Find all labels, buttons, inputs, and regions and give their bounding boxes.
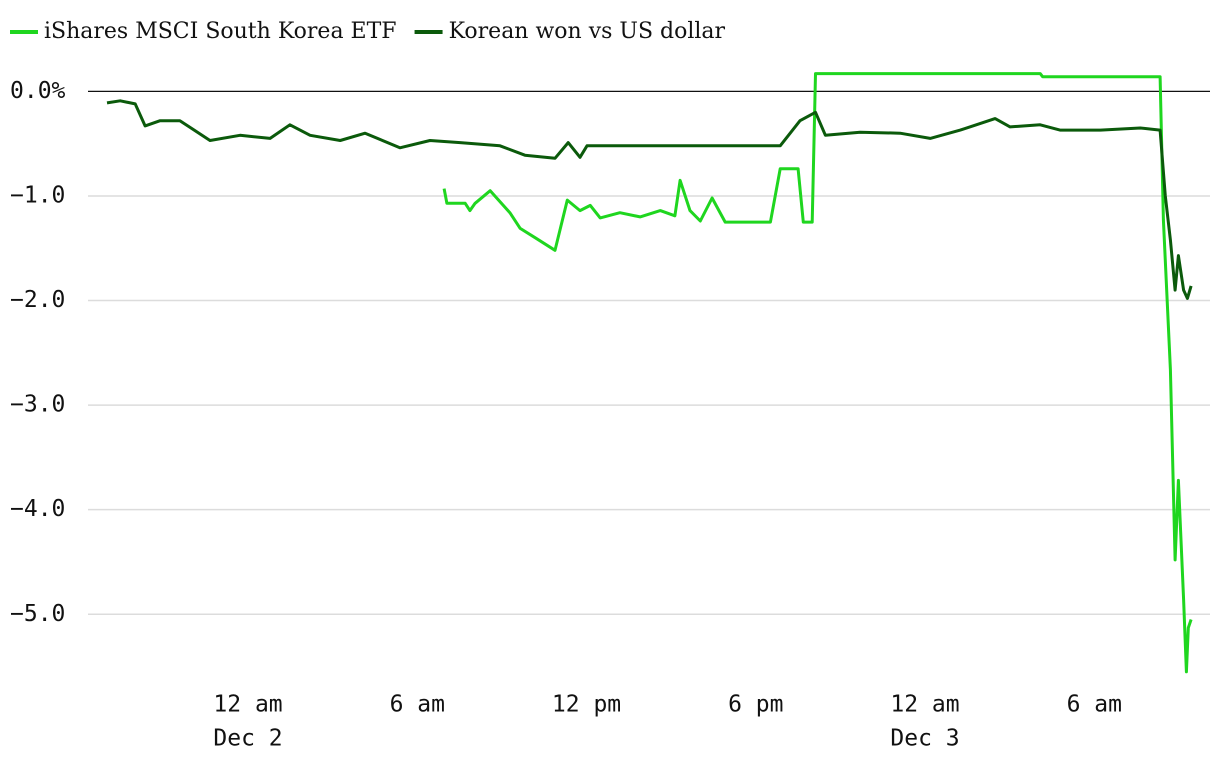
legend-label: iShares MSCI South Korea ETF bbox=[44, 19, 397, 44]
y-tick-label: 0.0% bbox=[10, 78, 66, 104]
x-tick-label: 6 am bbox=[1067, 692, 1122, 718]
x-tick-label: 12 am bbox=[213, 692, 282, 718]
x-tick-date: Dec 3 bbox=[890, 726, 959, 752]
x-tick-date: Dec 2 bbox=[213, 726, 282, 752]
y-tick-label: −5.0 bbox=[10, 601, 65, 627]
series-line bbox=[106, 99, 1193, 300]
x-tick-label: 6 am bbox=[390, 692, 445, 718]
legend-label: Korean won vs US dollar bbox=[449, 19, 726, 44]
y-tick-label: −4.0 bbox=[10, 496, 65, 522]
series-line bbox=[442, 72, 1193, 674]
x-tick-label: 12 am bbox=[890, 692, 959, 718]
y-tick-label: −1.0 bbox=[10, 182, 65, 208]
y-tick-label: −2.0 bbox=[10, 287, 65, 313]
x-tick-label: 12 pm bbox=[552, 692, 621, 718]
x-tick-label: 6 pm bbox=[728, 692, 783, 718]
y-tick-label: −3.0 bbox=[10, 392, 65, 418]
